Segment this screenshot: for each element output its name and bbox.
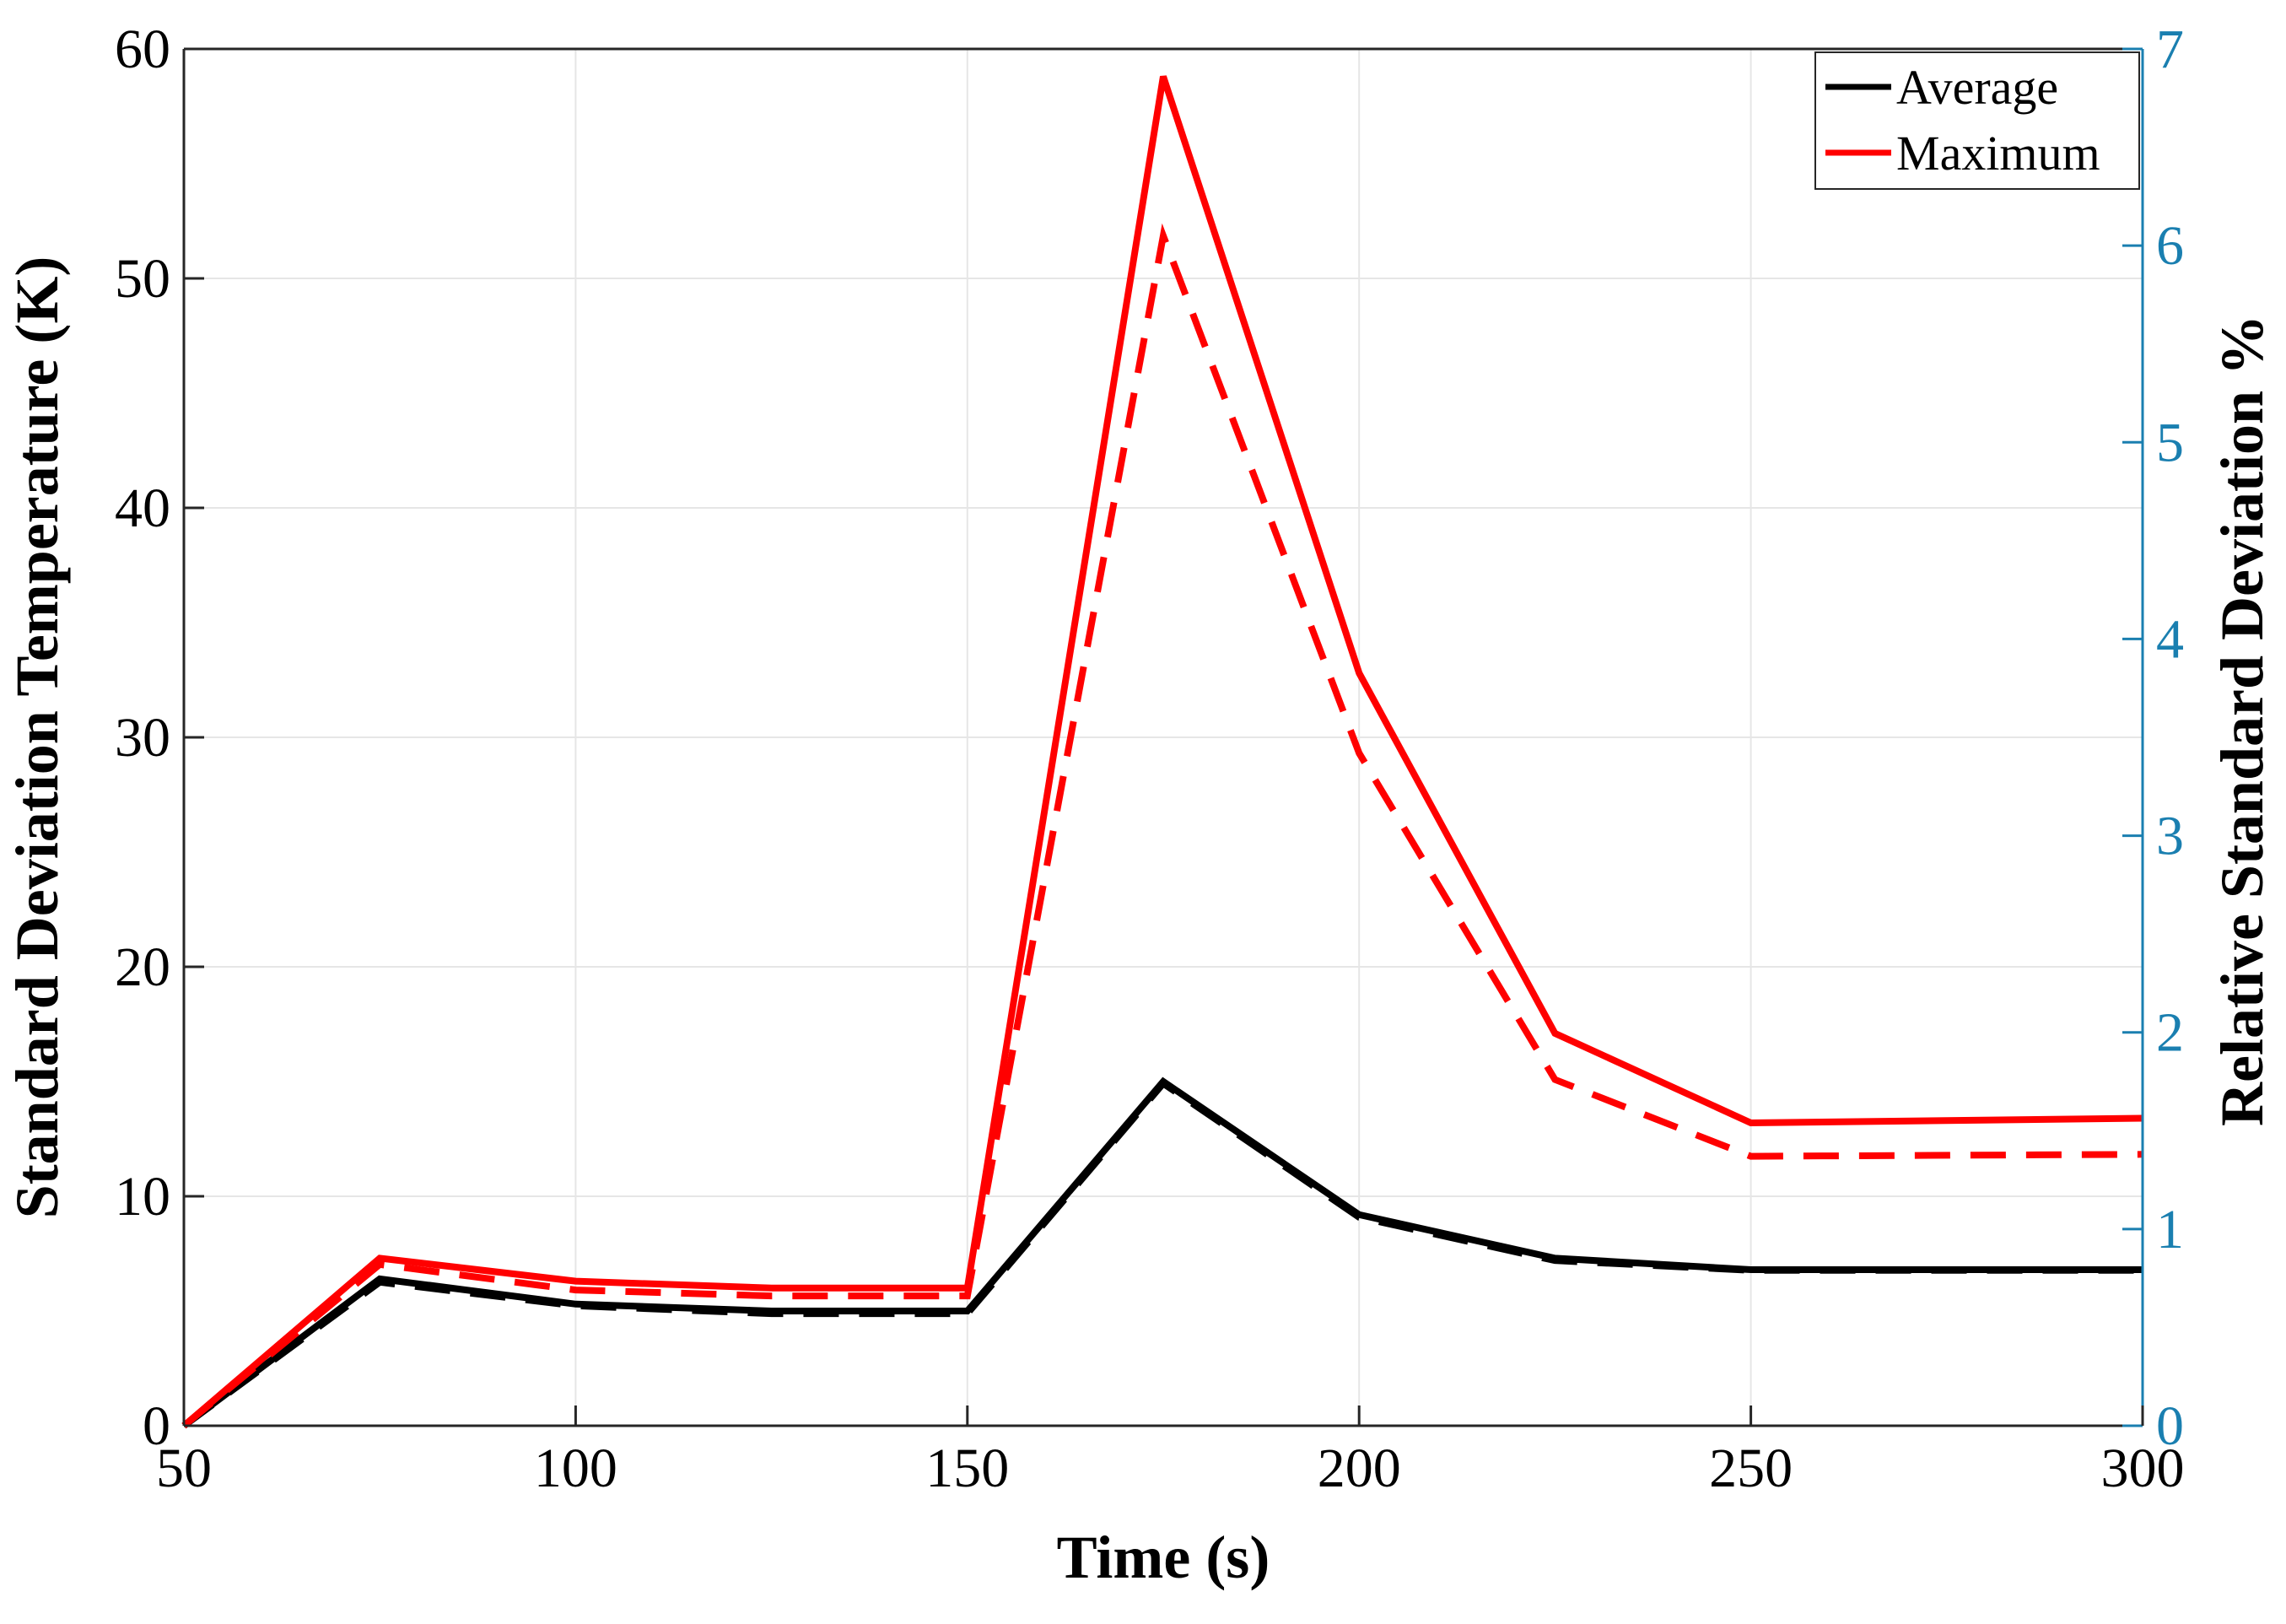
x-axis-title: Time (s)	[1057, 1524, 1270, 1591]
x-tick-label-200: 200	[1318, 1438, 1401, 1499]
x-tick-label-250: 250	[1709, 1438, 1793, 1499]
right-axis-ticks: 0 1 2 3 4 5 6 7	[2122, 19, 2184, 1457]
x-tick-label-300: 300	[2101, 1438, 2185, 1499]
series-line-maximum-relative	[181, 223, 2143, 1429]
legend: Average Maximum	[1814, 51, 2140, 190]
x-tick-label-100: 100	[534, 1438, 617, 1499]
y2-axis-title: Relative Standard Deviation %	[2208, 315, 2276, 1126]
y-tick-label-10: 10	[115, 1166, 170, 1227]
y2-tick-label-2: 2	[2156, 1002, 2184, 1064]
y-tick-label-50: 50	[115, 248, 170, 310]
legend-label-maximum: Maximum	[1896, 126, 2100, 181]
y-tick-label-0: 0	[143, 1395, 170, 1457]
y-tick-label-60: 60	[115, 19, 170, 80]
y-tick-label-40: 40	[115, 477, 170, 539]
legend-label-average: Average	[1896, 60, 2058, 115]
legend-box	[1814, 51, 2140, 190]
left-axis-ticks: 0 10 20 30 40 50 60	[115, 19, 204, 1457]
series-layer	[181, 75, 2143, 1429]
y2-tick-label-7: 7	[2156, 19, 2184, 80]
y2-tick-label-0: 0	[2156, 1395, 2184, 1457]
y-tick-label-30: 30	[115, 707, 170, 769]
y-tick-label-20: 20	[115, 936, 170, 998]
x-tick-label-150: 150	[925, 1438, 1009, 1499]
series-line-average-relative	[181, 1078, 2143, 1429]
y2-tick-label-5: 5	[2156, 412, 2184, 473]
series-line-maximum	[181, 75, 2143, 1429]
y2-tick-label-6: 6	[2156, 215, 2184, 277]
y2-tick-label-1: 1	[2156, 1199, 2184, 1260]
y-axis-title: Standard Deviation Temperature (K)	[3, 256, 71, 1219]
x-tick-label-50: 50	[156, 1438, 212, 1499]
x-axis-ticks: 50 100 150 200 250 300	[156, 1405, 2185, 1499]
y2-tick-label-4: 4	[2156, 608, 2184, 670]
y2-tick-label-3: 3	[2156, 806, 2184, 867]
